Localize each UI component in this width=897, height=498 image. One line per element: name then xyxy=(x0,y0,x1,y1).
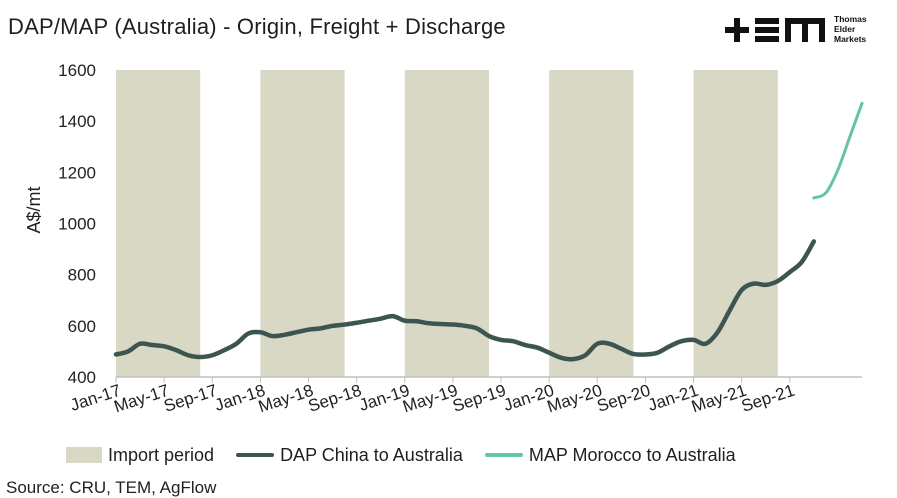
logo-line-3: Markets xyxy=(834,34,867,44)
legend-label-map: MAP Morocco to Australia xyxy=(528,444,736,465)
x-tick-label: Sep-17 xyxy=(161,381,219,416)
y-tick-labels: 400 600 800 1000 1200 1400 1600 xyxy=(58,61,96,387)
chart-legend: Import period DAP China to Australia MAP… xyxy=(66,442,758,468)
logo-wordmark: Thomas Elder Markets xyxy=(834,14,867,44)
source-note: Source: CRU, TEM, AgFlow xyxy=(6,478,217,497)
chart-axes xyxy=(115,376,862,383)
y-axis-label: A$/mt xyxy=(24,186,44,233)
logo-line-2: Elder xyxy=(834,24,856,34)
import-period-bands xyxy=(116,70,778,377)
legend-swatch-map xyxy=(484,453,523,457)
y-tick-label: 400 xyxy=(68,368,96,387)
series-lines xyxy=(113,101,864,362)
import-period-band xyxy=(116,70,201,377)
logo-line-1: Thomas xyxy=(834,14,867,24)
legend-item-import-period: Import period xyxy=(66,445,214,466)
import-period-band xyxy=(404,70,489,377)
x-tick-label: Sep-18 xyxy=(306,381,364,416)
y-tick-label: 1000 xyxy=(58,215,96,234)
x-tick-label: Sep-19 xyxy=(450,381,508,416)
tem-logo-mark xyxy=(725,18,825,42)
y-tick-label: 600 xyxy=(68,317,96,336)
dap-china-series-line xyxy=(113,239,817,362)
tem-logo: Thomas Elder Markets xyxy=(725,14,890,54)
line-chart: 400 600 800 1000 1200 1400 1600 Jan-17May-17Se… xyxy=(24,61,864,417)
x-tick-labels: Jan-17May-17Sep-17Jan-18May-18Sep-18Jan-… xyxy=(68,381,797,417)
y-tick-label: 1200 xyxy=(58,163,96,182)
legend-item-dap: DAP China to Australia xyxy=(236,445,463,466)
import-period-band xyxy=(693,70,778,377)
x-tick-label: Sep-21 xyxy=(739,381,797,416)
legend-label-dap: DAP China to Australia xyxy=(280,444,463,465)
chart-title: DAP/MAP (Australia) - Origin, Freight + … xyxy=(8,14,506,39)
map-morocco-series-line xyxy=(812,101,864,200)
import-period-band xyxy=(549,70,634,377)
x-tick-label: Sep-20 xyxy=(595,381,653,416)
legend-swatch-dap xyxy=(236,453,275,457)
y-tick-label: 1400 xyxy=(58,112,96,131)
legend-swatch-import-period xyxy=(66,447,102,463)
y-tick-label: 1600 xyxy=(58,61,96,80)
legend-label-import-period: Import period xyxy=(108,444,215,465)
y-tick-label: 800 xyxy=(68,266,96,285)
legend-item-map: MAP Morocco to Australia xyxy=(484,444,736,466)
